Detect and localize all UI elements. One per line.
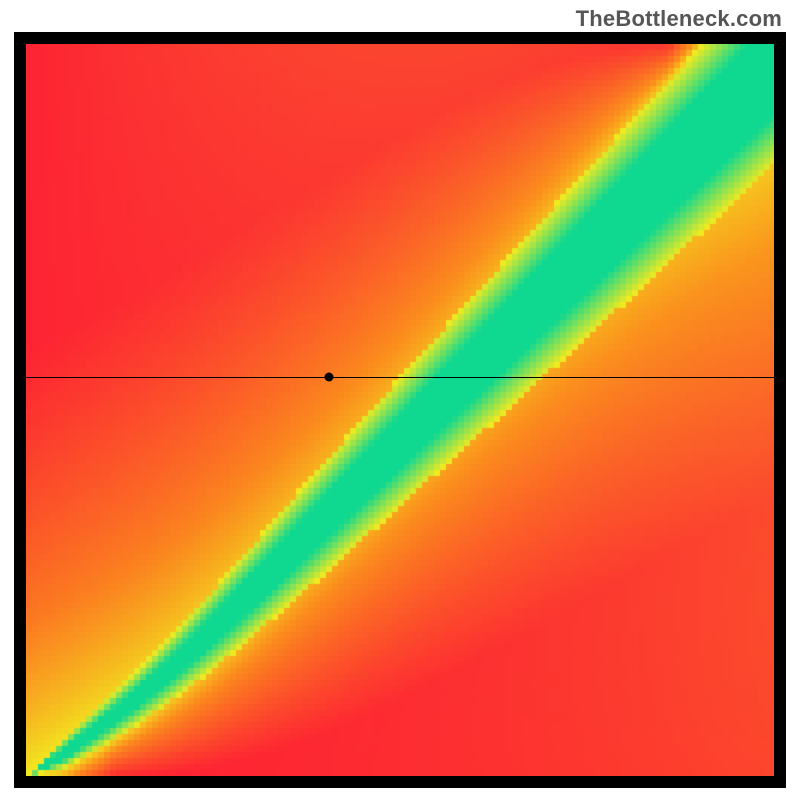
heatmap-canvas: [26, 44, 774, 776]
plot-frame: [14, 32, 786, 788]
crosshair-horizontal: [26, 377, 774, 378]
plot-inner: [26, 44, 774, 776]
crosshair-dot: [324, 373, 333, 382]
watermark-text: TheBottleneck.com: [576, 6, 782, 32]
